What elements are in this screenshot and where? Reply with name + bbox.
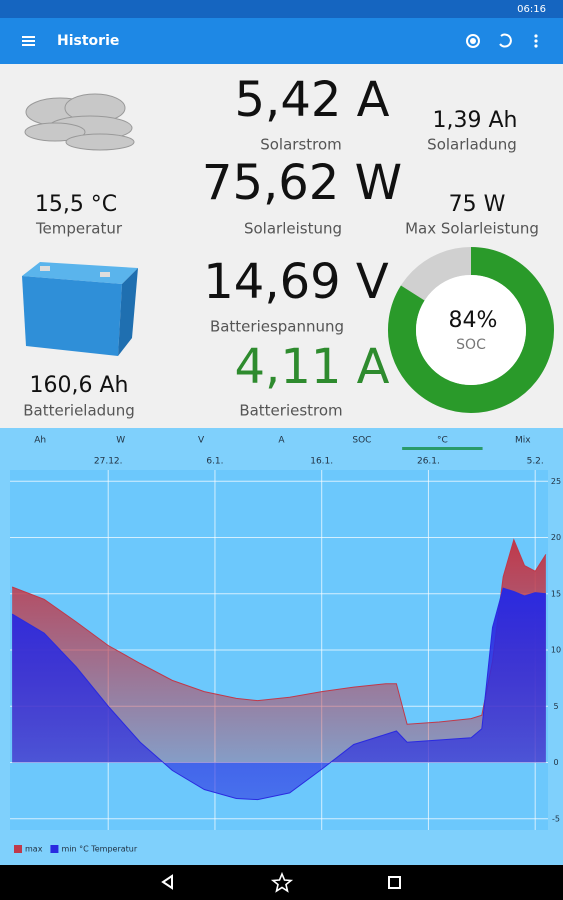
battery-charge-label: Batterieladung (23, 402, 134, 420)
y-tick-label: 5 (553, 702, 558, 711)
app-bar (0, 18, 563, 64)
tab[interactable]: Mix (515, 436, 531, 446)
nav-back[interactable] (161, 874, 173, 890)
x-tick-label: 5.2. (527, 457, 544, 467)
y-tick-label: 15 (551, 589, 561, 598)
legend-label: min °C Temperatur (61, 845, 137, 854)
legend-swatch (14, 845, 22, 853)
line (11, 538, 547, 725)
x-tick-label: 27.12. (94, 457, 123, 467)
y-tick-label: 20 (551, 533, 561, 542)
x-tick-label: 6.1. (206, 457, 223, 467)
solar-charge-label: Solarladung (427, 136, 517, 154)
soc-value: 84% (449, 308, 498, 333)
solar-charge-value: 1,39 Ah (433, 108, 518, 133)
solar-current-label: Solarstrom (260, 136, 342, 154)
y-tick-label: 10 (551, 646, 561, 655)
solar-power-value: 75,62 W (202, 155, 402, 211)
battery-charge-value: 160,6 Ah (30, 373, 129, 398)
soc-center (416, 275, 526, 385)
y-tick-label: -5 (552, 814, 560, 823)
tab[interactable]: Ah (34, 436, 46, 446)
soc-caption: SOC (456, 337, 486, 353)
x-tick-label: 26.1. (417, 457, 440, 467)
legend-swatch (50, 845, 59, 853)
y-tick-label: 25 (551, 477, 561, 486)
y-tick-label: 0 (553, 758, 558, 767)
max-solar-power-value: 75 W (449, 192, 506, 217)
tab[interactable]: W (116, 436, 125, 446)
max-solar-power-label: Max Solarleistung (405, 220, 539, 238)
battery-current-label: Batteriestrom (239, 402, 342, 420)
solar-current-value: 5,42 A (235, 72, 390, 128)
menu-icon[interactable] (22, 36, 35, 46)
soc-arc (388, 247, 554, 413)
nav-bar (0, 865, 563, 900)
tab[interactable]: SOC (352, 436, 371, 446)
app-title: Historie (57, 33, 119, 49)
battery-current-value: 4,11 A (235, 339, 390, 395)
tab-indicator (402, 447, 483, 450)
overflow-icon[interactable] (534, 34, 538, 48)
battery-voltage-label: Batteriespannung (210, 318, 344, 336)
solar-power-label: Solarleistung (244, 220, 342, 238)
nav-recent[interactable] (388, 876, 401, 889)
x-tick-label: 16.1. (310, 457, 333, 467)
status-bar (0, 0, 563, 18)
temperature-label: Temperatur (35, 220, 123, 238)
tab[interactable]: V (198, 436, 205, 446)
area (12, 539, 546, 763)
cloud-icon (24, 93, 135, 151)
area (12, 588, 546, 800)
refresh-icon[interactable] (499, 33, 512, 48)
status-time: 06:16 (517, 4, 546, 15)
nav-home[interactable] (270, 871, 294, 893)
record-icon[interactable] (466, 34, 480, 48)
legend-label: max (25, 845, 43, 854)
tab[interactable]: °C (437, 436, 448, 446)
temperature-value: 15,5 °C (35, 192, 117, 217)
line (11, 587, 546, 801)
tab[interactable]: A (278, 436, 285, 446)
battery-icon (22, 262, 138, 356)
battery-voltage-value: 14,69 V (203, 254, 389, 310)
